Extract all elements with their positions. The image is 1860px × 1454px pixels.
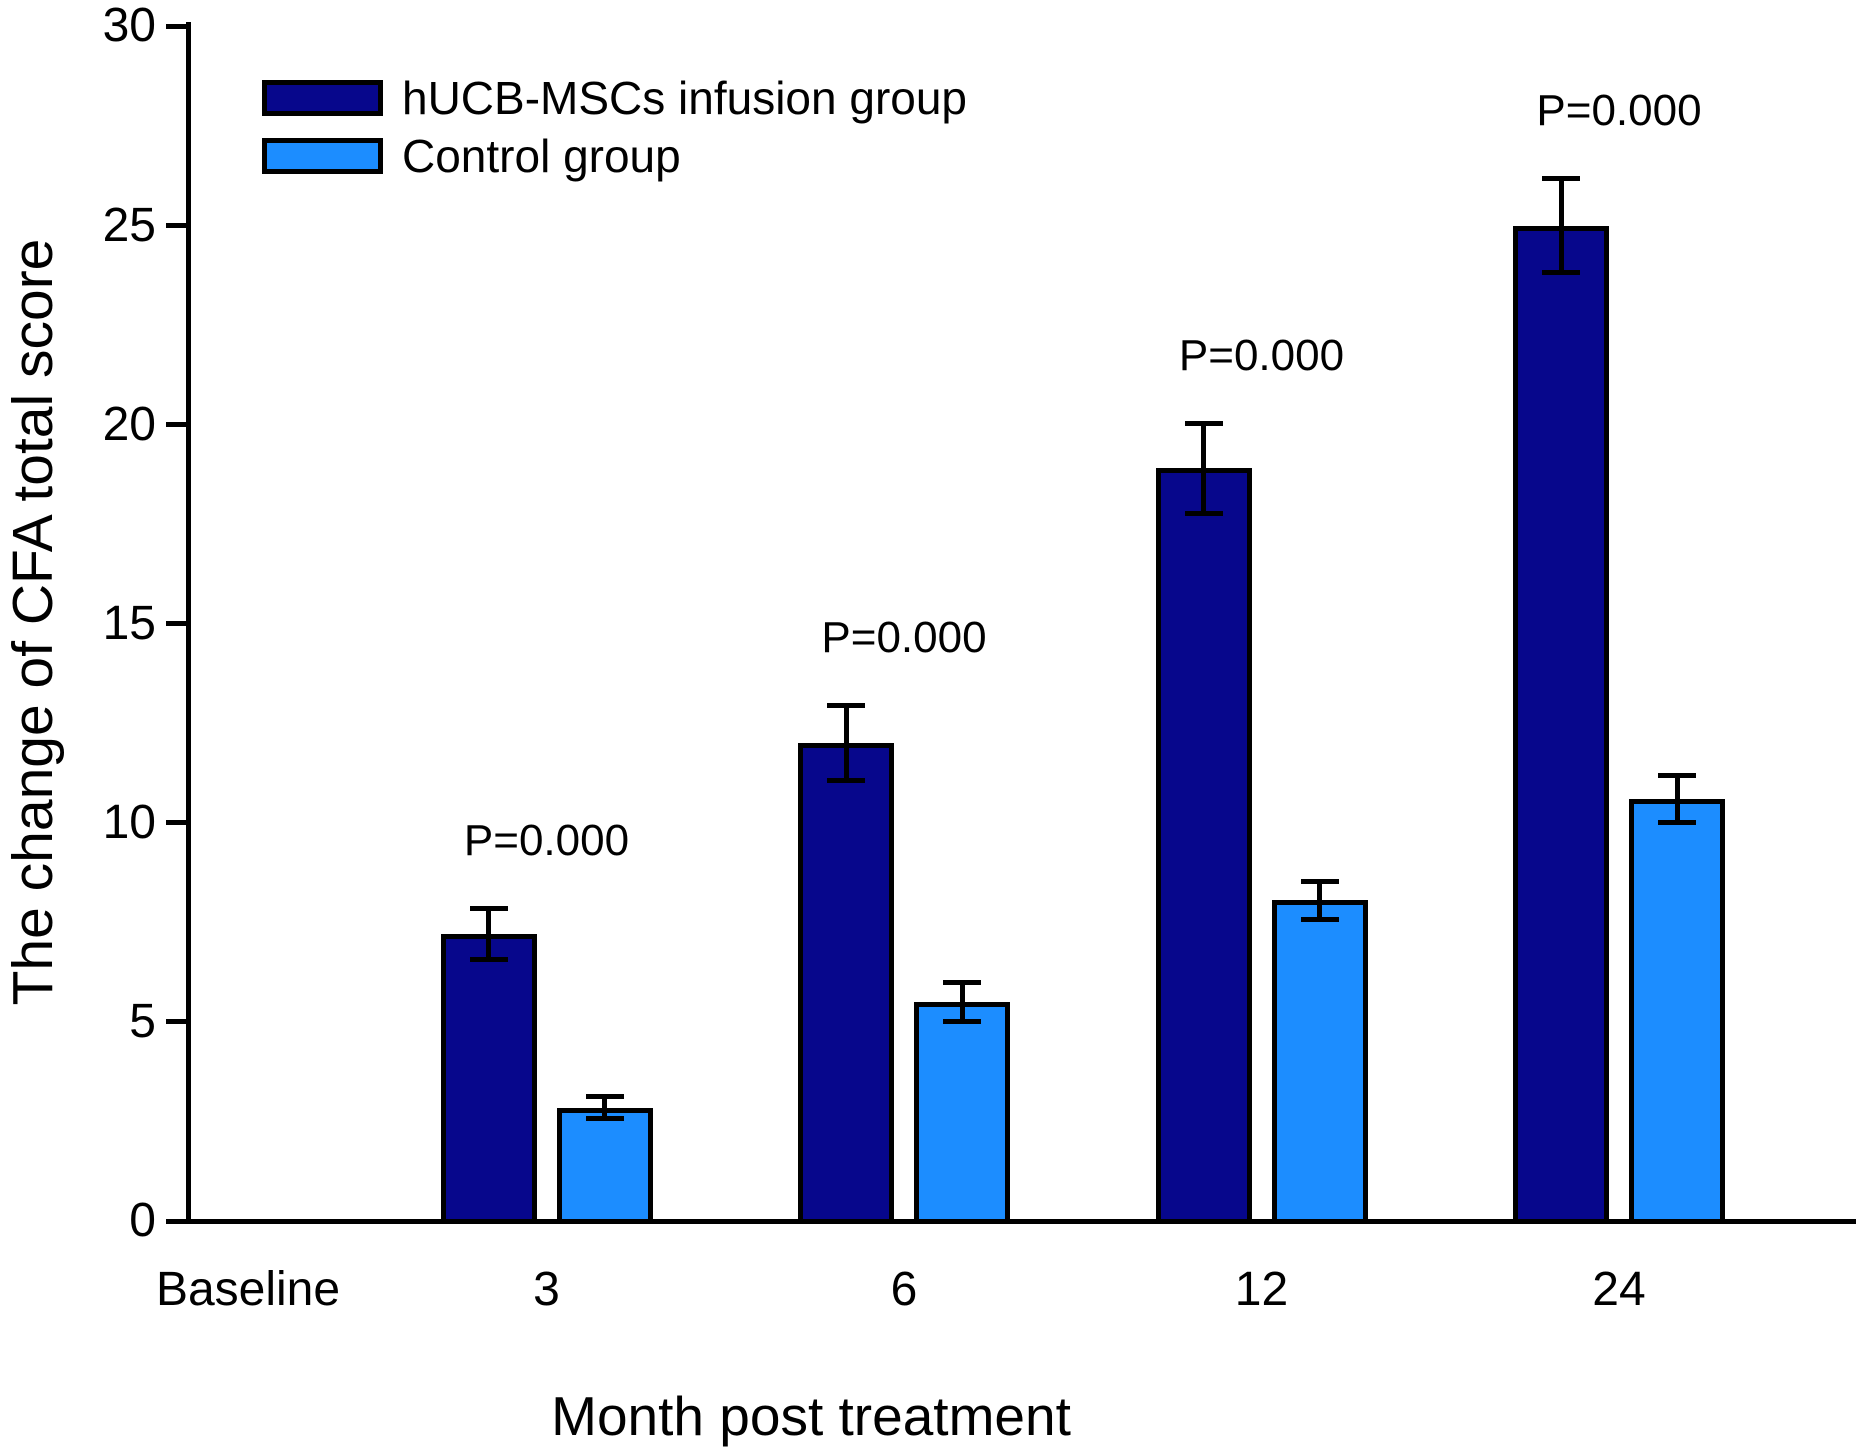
error-bar-cap-bottom — [827, 777, 865, 783]
x-category-label-24: 24 — [1592, 1263, 1646, 1316]
error-bar-cap-top — [827, 703, 865, 709]
y-tick-mark — [166, 1019, 186, 1025]
error-bar-cap-top — [1300, 878, 1339, 884]
error-bar-cap-bottom — [943, 1018, 981, 1024]
y-axis-line — [186, 22, 191, 1224]
bar-control-month-3 — [556, 1107, 653, 1224]
x-category-label-6: 6 — [890, 1263, 918, 1316]
error-bar-cap-top — [1658, 773, 1696, 779]
x-category-label-12: 12 — [1234, 1263, 1289, 1316]
y-tick-label: 20 — [102, 397, 156, 451]
legend-swatch-hucb-mscs — [262, 80, 383, 116]
error-bar-cap-bottom — [1300, 917, 1339, 923]
error-bar-cap-top — [585, 1093, 624, 1099]
error-bar-line — [1201, 420, 1206, 517]
y-tick-mark — [166, 223, 186, 228]
error-bar-cap-bottom — [1184, 511, 1223, 517]
y-tick-label: 30 — [102, 0, 156, 53]
x-axis-line — [186, 1219, 1856, 1224]
error-bar-line — [1317, 878, 1322, 923]
y-tick-label: 10 — [102, 795, 156, 849]
error-bar-cap-top — [1542, 175, 1580, 181]
error-bar-cap-top — [469, 906, 508, 912]
error-bar-cap-bottom — [1542, 270, 1580, 276]
y-tick-mark — [166, 621, 186, 627]
error-bar-line — [602, 1093, 607, 1122]
y-tick-mark — [166, 1218, 186, 1224]
error-bar-line — [486, 906, 491, 963]
p-value-annotation-month-24: P=0.000 — [1536, 85, 1702, 135]
y-tick-label: 15 — [102, 596, 156, 650]
bar-control-month-6 — [914, 1001, 1010, 1224]
error-bar-cap-bottom — [585, 1116, 624, 1122]
y-tick-label: 5 — [129, 994, 156, 1048]
y-tick-mark — [166, 422, 186, 428]
error-bar-line — [1558, 175, 1564, 276]
error-bar-cap-bottom — [1658, 819, 1696, 825]
legend-label-hucb-mscs: hUCB-MSCs infusion group — [402, 72, 968, 124]
legend-swatch-control — [262, 138, 383, 174]
y-tick-label: 25 — [102, 198, 156, 252]
error-bar-cap-bottom — [469, 957, 508, 963]
bar-control-month-24 — [1629, 798, 1725, 1224]
error-bar-line — [959, 980, 965, 1024]
error-bar-cap-top — [943, 980, 981, 986]
p-value-annotation-month-3: P=0.000 — [463, 816, 630, 866]
y-tick-mark — [166, 820, 186, 826]
p-value-annotation-month-6: P=0.000 — [821, 613, 987, 663]
bar-hucb-mscs-month-24 — [1513, 225, 1609, 1224]
legend-label-control: Control group — [402, 130, 681, 182]
p-value-annotation-month-12: P=0.000 — [1178, 330, 1345, 380]
error-bar-line — [1674, 773, 1680, 825]
bar-control-month-12 — [1271, 900, 1368, 1224]
error-bar-line — [843, 703, 849, 783]
y-tick-label: 0 — [129, 1194, 156, 1247]
y-tick-mark — [166, 23, 186, 29]
error-bar-cap-top — [1184, 420, 1223, 426]
bar-hucb-mscs-month-6 — [798, 743, 894, 1224]
bar-hucb-mscs-month-12 — [1155, 468, 1252, 1224]
bar-hucb-mscs-month-3 — [440, 934, 537, 1224]
x-category-label-baseline: Baseline — [155, 1263, 341, 1316]
x-axis-title: Month post treatment — [551, 1385, 1071, 1447]
x-category-label-3: 3 — [533, 1263, 560, 1316]
